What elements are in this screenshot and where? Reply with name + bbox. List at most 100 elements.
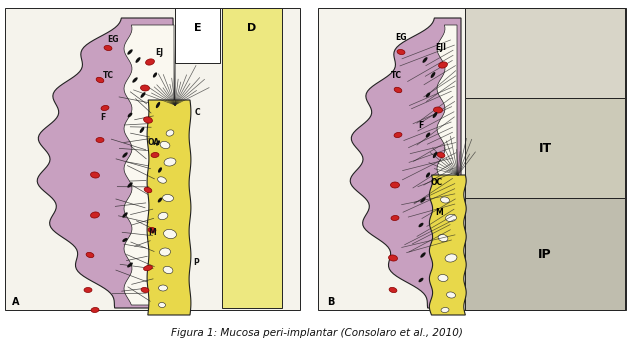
Ellipse shape [139,127,145,133]
Text: D: D [247,23,257,33]
Polygon shape [429,175,466,315]
Ellipse shape [158,212,168,219]
Ellipse shape [84,288,92,292]
Polygon shape [37,18,178,308]
Ellipse shape [141,288,149,292]
Ellipse shape [158,302,165,308]
Ellipse shape [144,187,152,193]
Ellipse shape [122,152,127,158]
Ellipse shape [426,93,430,97]
Ellipse shape [160,248,171,256]
Ellipse shape [430,72,436,78]
Ellipse shape [163,266,173,273]
Ellipse shape [389,255,398,261]
Ellipse shape [446,292,455,298]
Ellipse shape [158,167,162,173]
Ellipse shape [441,197,450,203]
Ellipse shape [127,262,133,268]
FancyBboxPatch shape [5,8,300,310]
Ellipse shape [148,227,156,233]
FancyBboxPatch shape [465,98,625,198]
Ellipse shape [418,278,424,282]
Ellipse shape [426,172,430,178]
Polygon shape [124,25,174,305]
Ellipse shape [438,275,448,281]
Ellipse shape [91,172,100,178]
Ellipse shape [96,138,104,142]
Ellipse shape [151,152,159,158]
Ellipse shape [438,234,448,241]
FancyBboxPatch shape [465,8,625,98]
Ellipse shape [143,117,152,123]
Ellipse shape [426,132,430,138]
Ellipse shape [146,59,155,65]
Ellipse shape [160,141,170,149]
Ellipse shape [144,265,152,271]
Ellipse shape [96,77,104,83]
Ellipse shape [420,197,425,203]
Text: EJ: EJ [155,48,163,57]
Ellipse shape [446,214,456,222]
Ellipse shape [122,212,127,218]
FancyBboxPatch shape [465,198,625,310]
Ellipse shape [441,308,449,312]
Ellipse shape [141,92,146,98]
Text: M: M [435,208,443,217]
Polygon shape [147,100,191,315]
Ellipse shape [156,102,160,108]
Text: Figura 1: Mucosa peri-implantar (Consolaro et al., 2010): Figura 1: Mucosa peri-implantar (Consola… [171,328,463,338]
Ellipse shape [445,254,457,262]
Ellipse shape [156,140,160,146]
Ellipse shape [164,158,176,166]
Polygon shape [350,18,461,308]
Ellipse shape [158,285,167,291]
FancyBboxPatch shape [318,8,626,310]
Text: B: B [327,297,334,307]
Ellipse shape [437,152,445,158]
Ellipse shape [158,177,166,183]
Ellipse shape [127,112,133,117]
Text: TC: TC [391,71,402,80]
Ellipse shape [133,77,138,83]
Ellipse shape [394,87,402,93]
Ellipse shape [101,106,109,110]
Ellipse shape [418,223,424,227]
Ellipse shape [122,238,127,242]
Text: E: E [194,23,202,33]
Ellipse shape [394,132,402,138]
FancyBboxPatch shape [175,8,220,63]
Text: IP: IP [538,248,552,261]
Ellipse shape [104,45,112,51]
Text: C: C [195,108,200,117]
Ellipse shape [422,57,427,63]
Ellipse shape [391,182,399,188]
Ellipse shape [434,107,443,113]
Text: OA: OA [148,138,160,147]
Ellipse shape [127,182,133,188]
Text: A: A [12,297,20,307]
FancyBboxPatch shape [222,8,282,308]
Ellipse shape [153,72,157,78]
Text: P: P [193,258,198,267]
Polygon shape [437,25,457,305]
Text: F: F [100,113,105,122]
Ellipse shape [158,197,162,203]
Ellipse shape [433,152,437,158]
Text: F: F [418,121,424,130]
Ellipse shape [391,215,399,221]
Text: EG: EG [395,33,406,42]
Ellipse shape [397,50,405,55]
Text: TC: TC [103,71,114,80]
Ellipse shape [439,62,448,68]
Ellipse shape [127,49,133,55]
Ellipse shape [389,287,397,293]
Ellipse shape [432,112,437,118]
Text: M: M [148,228,156,237]
Text: EG: EG [107,35,119,44]
Ellipse shape [91,212,100,218]
Text: EJI: EJI [435,43,446,52]
Ellipse shape [420,252,425,258]
Text: OC: OC [431,178,443,187]
Ellipse shape [162,194,174,202]
Ellipse shape [136,57,141,63]
